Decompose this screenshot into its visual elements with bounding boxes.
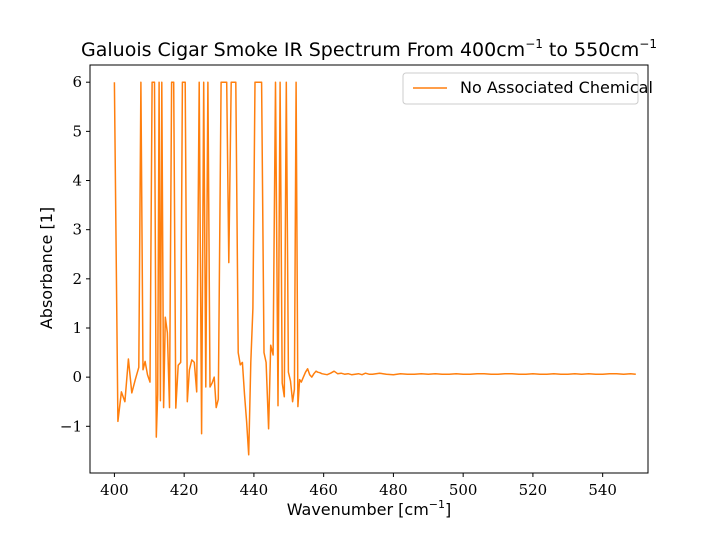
y-axis: −1 0 1 2 3 4 5 6 xyxy=(60,73,90,435)
series-line xyxy=(113,81,636,456)
x-tick-label: 440 xyxy=(240,481,269,499)
x-tick-label: 520 xyxy=(519,481,548,499)
y-tick-label: 6 xyxy=(72,73,82,91)
y-tick-label: 5 xyxy=(72,122,82,140)
y-tick-label: 1 xyxy=(72,319,82,337)
y-tick-label: 3 xyxy=(72,221,82,239)
y-tick-label: 2 xyxy=(72,270,82,288)
y-tick-label: 4 xyxy=(72,172,82,190)
x-axis-label: Wavenumber [cm−1] xyxy=(287,498,452,519)
x-axis: 400 420 440 460 480 500 520 540 xyxy=(100,473,617,499)
plot-frame xyxy=(89,64,649,474)
x-tick-label: 500 xyxy=(449,481,478,499)
plot-area xyxy=(89,64,649,474)
x-tick-label: 400 xyxy=(100,481,129,499)
chart-title: Galuois Cigar Smoke IR Spectrum From 400… xyxy=(81,37,657,61)
x-tick-label: 420 xyxy=(170,481,199,499)
y-axis-label: Absorbance [1] xyxy=(37,207,56,329)
legend-box xyxy=(402,72,639,105)
y-tick-label: −1 xyxy=(60,417,82,435)
legend-entry-label: No Associated Chemical xyxy=(460,78,653,97)
x-tick-label: 540 xyxy=(588,481,617,499)
legend: No Associated Chemical xyxy=(402,72,653,105)
series-layer xyxy=(113,81,636,456)
y-tick-label: 0 xyxy=(72,368,82,386)
x-tick-label: 480 xyxy=(379,481,408,499)
x-tick-label: 460 xyxy=(309,481,338,499)
